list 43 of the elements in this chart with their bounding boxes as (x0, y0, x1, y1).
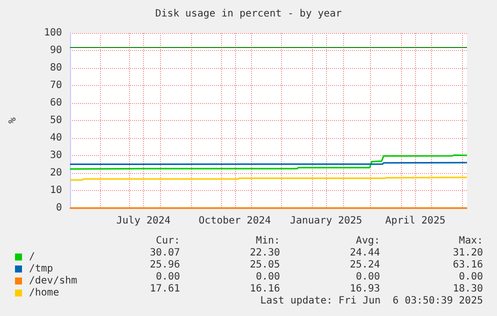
text: Avg: (356, 236, 380, 246)
text: 0.00 (156, 272, 180, 282)
text: 30.07 (150, 248, 180, 258)
legend-label: /dev/shm (29, 276, 78, 286)
y-tick-label: 30 (50, 150, 62, 161)
text: 16.93 (350, 284, 380, 294)
text: 25.96 (150, 260, 180, 270)
legend-label: /tmp (29, 264, 54, 274)
y-tick-label: 60 (50, 98, 62, 108)
text: 0.00 (458, 272, 483, 282)
y-tick-label: 10 (50, 185, 62, 196)
text: 24.44 (350, 248, 380, 258)
y-axis-title: % (8, 117, 18, 124)
x-tick-label: January 2025 (290, 216, 362, 226)
y-tick-label: 0 (56, 202, 62, 214)
x-tick-label: October 2024 (198, 216, 271, 226)
legend-label: /home (29, 288, 60, 298)
text: Last update: Fri Jun 6 03:50:39 2025 (260, 296, 483, 306)
y-tick-label: 90 (50, 45, 62, 56)
text: 22.30 (250, 248, 280, 258)
text: 0.00 (356, 272, 380, 282)
y-tick-label: 100 (44, 28, 62, 38)
y-tick-label: 70 (50, 80, 62, 91)
text: 25.24 (350, 260, 380, 270)
text: Max: (458, 236, 484, 246)
text: 18.30 (452, 284, 483, 294)
x-tick-label: July 2024 (116, 216, 171, 226)
y-tick-label: 50 (50, 115, 62, 126)
text: Cur: (156, 236, 180, 246)
text: 17.61 (150, 284, 180, 294)
text: 63.16 (452, 260, 483, 270)
text: 25.05 (250, 260, 280, 270)
line-series (69, 154, 468, 170)
x-tick-label: April 2025 (385, 216, 446, 226)
text: 16.16 (250, 284, 280, 294)
legend-label: / (29, 252, 36, 262)
text: 31.20 (452, 248, 483, 258)
y-tick-label: 40 (50, 132, 62, 144)
text: Min: (256, 236, 280, 246)
text: 0.00 (256, 272, 280, 282)
chart-title: Disk usage in percent - by year (155, 8, 342, 20)
y-tick-label: 80 (50, 62, 62, 74)
y-tick-label: 20 (50, 168, 62, 178)
